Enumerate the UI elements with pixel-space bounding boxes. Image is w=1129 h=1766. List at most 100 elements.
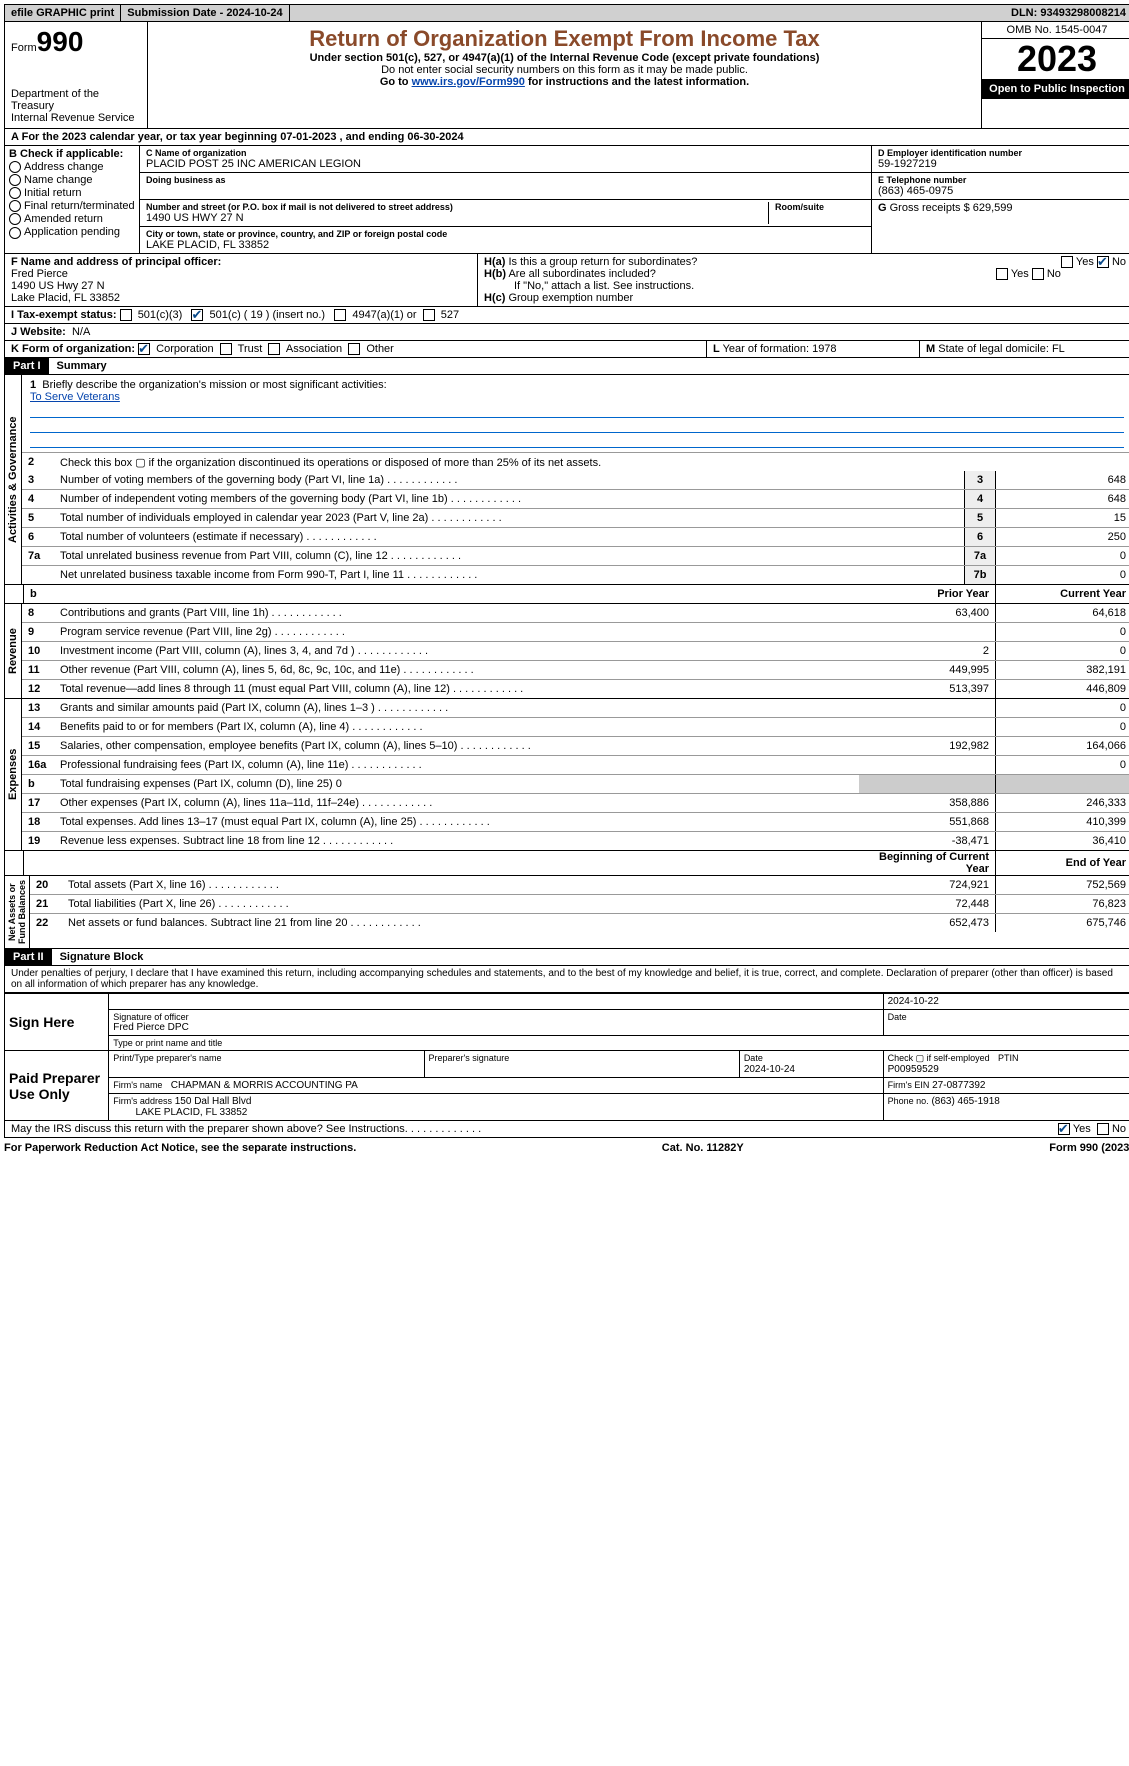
sign-date-1: 2024-10-22 (883, 994, 1129, 1010)
top-bar: efile GRAPHIC print Submission Date - 20… (4, 4, 1129, 22)
summary-line: 3Number of voting members of the governi… (22, 471, 1129, 489)
gross-receipts: Gross receipts $ 629,599 (890, 202, 1013, 214)
form-label: Form (11, 42, 37, 54)
dln: DLN: 93493298008214 (1005, 5, 1129, 21)
org-name: PLACID POST 25 INC AMERICAN LEGION (146, 158, 865, 170)
summary-line: 11Other revenue (Part VIII, column (A), … (22, 660, 1129, 679)
irs-link[interactable]: www.irs.gov/Form990 (412, 76, 525, 88)
summary-line: 16aProfessional fundraising fees (Part I… (22, 755, 1129, 774)
netassets-section: Net Assets orFund Balances 20Total asset… (4, 876, 1129, 949)
signature-table: Sign Here 2024-10-22 Signature of office… (4, 993, 1129, 1121)
firm-phone: (863) 465-1918 (931, 1096, 999, 1107)
box-b-label: B Check if applicable: (9, 148, 135, 160)
summary-line: 19Revenue less expenses. Subtract line 1… (22, 831, 1129, 850)
expenses-side-label: Expenses (5, 699, 22, 850)
application-pending-checkbox[interactable] (9, 227, 21, 239)
expenses-section: Expenses 13Grants and similar amounts pa… (4, 699, 1129, 851)
ha-no-checkbox[interactable] (1097, 256, 1109, 268)
discuss-yes-checkbox[interactable] (1058, 1123, 1070, 1135)
summary-line: 17Other expenses (Part IX, column (A), l… (22, 793, 1129, 812)
form-title: Return of Organization Exempt From Incom… (156, 26, 973, 52)
officer-signature: Fred Pierce DPC (113, 1022, 878, 1033)
4947-checkbox[interactable] (334, 309, 346, 321)
form-subtitle: Under section 501(c), 527, or 4947(a)(1)… (156, 52, 973, 64)
part1-header-row: Part ISummary (4, 358, 1129, 375)
other-checkbox[interactable] (348, 343, 360, 355)
address-change-checkbox[interactable] (9, 161, 21, 173)
efile-label: efile GRAPHIC print (5, 5, 121, 21)
527-checkbox[interactable] (423, 309, 435, 321)
governance-side-label: Activities & Governance (5, 375, 22, 584)
ein: 59-1927219 (878, 158, 1126, 170)
tax-status-row: I Tax-exempt status: 501(c)(3) 501(c) ( … (4, 307, 1129, 324)
summary-line: 5Total number of individuals employed in… (22, 508, 1129, 527)
summary-line: 13Grants and similar amounts paid (Part … (22, 699, 1129, 717)
org-info-grid: B Check if applicable: Address change Na… (4, 146, 1129, 254)
ssn-note: Do not enter social security numbers on … (156, 64, 973, 76)
officer-name: Fred Pierce (11, 268, 471, 280)
501c3-checkbox[interactable] (120, 309, 132, 321)
ha-yes-checkbox[interactable] (1061, 256, 1073, 268)
line-a: A For the 2023 calendar year, or tax yea… (4, 129, 1129, 146)
tax-year: 2023 (982, 39, 1129, 79)
netassets-side-label: Net Assets orFund Balances (5, 876, 30, 948)
summary-line: 9Program service revenue (Part VIII, lin… (22, 622, 1129, 641)
website-value: N/A (72, 326, 90, 338)
firm-name: CHAPMAN & MORRIS ACCOUNTING PA (171, 1080, 358, 1091)
page-footer: For Paperwork Reduction Act Notice, see … (4, 1138, 1129, 1154)
legal-domicile: State of legal domicile: FL (938, 343, 1065, 355)
dba-label: Doing business as (146, 175, 865, 185)
submission-date: Submission Date - 2024-10-24 (121, 5, 289, 21)
perjury-text: Under penalties of perjury, I declare th… (4, 966, 1129, 993)
open-inspection: Open to Public Inspection (982, 79, 1129, 99)
preparer-date: 2024-10-24 (744, 1064, 795, 1075)
omb-number: OMB No. 1545-0047 (982, 22, 1129, 39)
sign-here-label: Sign Here (5, 994, 109, 1051)
discuss-no-checkbox[interactable] (1097, 1123, 1109, 1135)
summary-line: 7aTotal unrelated business revenue from … (22, 546, 1129, 565)
summary-line: 21Total liabilities (Part X, line 26)72,… (30, 894, 1129, 913)
501c-checkbox[interactable] (191, 309, 203, 321)
firm-address: LAKE PLACID, FL 33852 (135, 1107, 247, 1118)
revenue-header-row: b Prior Year Current Year (4, 585, 1129, 604)
amended-return-checkbox[interactable] (9, 213, 21, 225)
corp-checkbox[interactable] (138, 343, 150, 355)
summary-line: 20Total assets (Part X, line 16)724,9217… (30, 876, 1129, 894)
summary-line: 14Benefits paid to or for members (Part … (22, 717, 1129, 736)
summary-line: bTotal fundraising expenses (Part IX, co… (22, 774, 1129, 793)
summary-line: 22Net assets or fund balances. Subtract … (30, 913, 1129, 932)
org-form-row: K Form of organization: Corporation Trus… (4, 341, 1129, 358)
name-change-checkbox[interactable] (9, 174, 21, 186)
irs-label: Internal Revenue Service (11, 112, 141, 124)
summary-line: 10Investment income (Part VIII, column (… (22, 641, 1129, 660)
assoc-checkbox[interactable] (268, 343, 280, 355)
summary-line: 12Total revenue—add lines 8 through 11 (… (22, 679, 1129, 698)
firm-ein: 27-0877392 (932, 1080, 985, 1091)
street-address: 1490 US HWY 27 N (146, 212, 768, 224)
ptin: P00959529 (888, 1064, 939, 1075)
final-return-checkbox[interactable] (9, 200, 21, 212)
city-state-zip: LAKE PLACID, FL 33852 (146, 239, 865, 251)
mission-text[interactable]: To Serve Veterans (30, 391, 120, 403)
hb-no-checkbox[interactable] (1032, 268, 1044, 280)
trust-checkbox[interactable] (220, 343, 232, 355)
telephone: (863) 465-0975 (878, 185, 1126, 197)
summary-line: 4Number of independent voting members of… (22, 489, 1129, 508)
summary-line: 15Salaries, other compensation, employee… (22, 736, 1129, 755)
website-row: J Website: N/A (4, 324, 1129, 341)
summary-line: 6Total number of volunteers (estimate if… (22, 527, 1129, 546)
netassets-header-row: Beginning of Current Year End of Year (4, 851, 1129, 876)
initial-return-checkbox[interactable] (9, 187, 21, 199)
hb-yes-checkbox[interactable] (996, 268, 1008, 280)
year-formation: Year of formation: 1978 (723, 343, 837, 355)
summary-line: Net unrelated business taxable income fr… (22, 565, 1129, 584)
discuss-row: May the IRS discuss this return with the… (4, 1121, 1129, 1138)
officer-group-row: F Name and address of principal officer:… (4, 254, 1129, 307)
paid-preparer-label: Paid Preparer Use Only (5, 1051, 109, 1121)
summary-line: 18Total expenses. Add lines 13–17 (must … (22, 812, 1129, 831)
form-number: 990 (37, 26, 84, 57)
revenue-section: Revenue 8Contributions and grants (Part … (4, 604, 1129, 699)
governance-section: Activities & Governance 1 Briefly descri… (4, 375, 1129, 585)
part2-header-row: Part IISignature Block (4, 949, 1129, 966)
dept-treasury: Department of the Treasury (11, 88, 141, 112)
